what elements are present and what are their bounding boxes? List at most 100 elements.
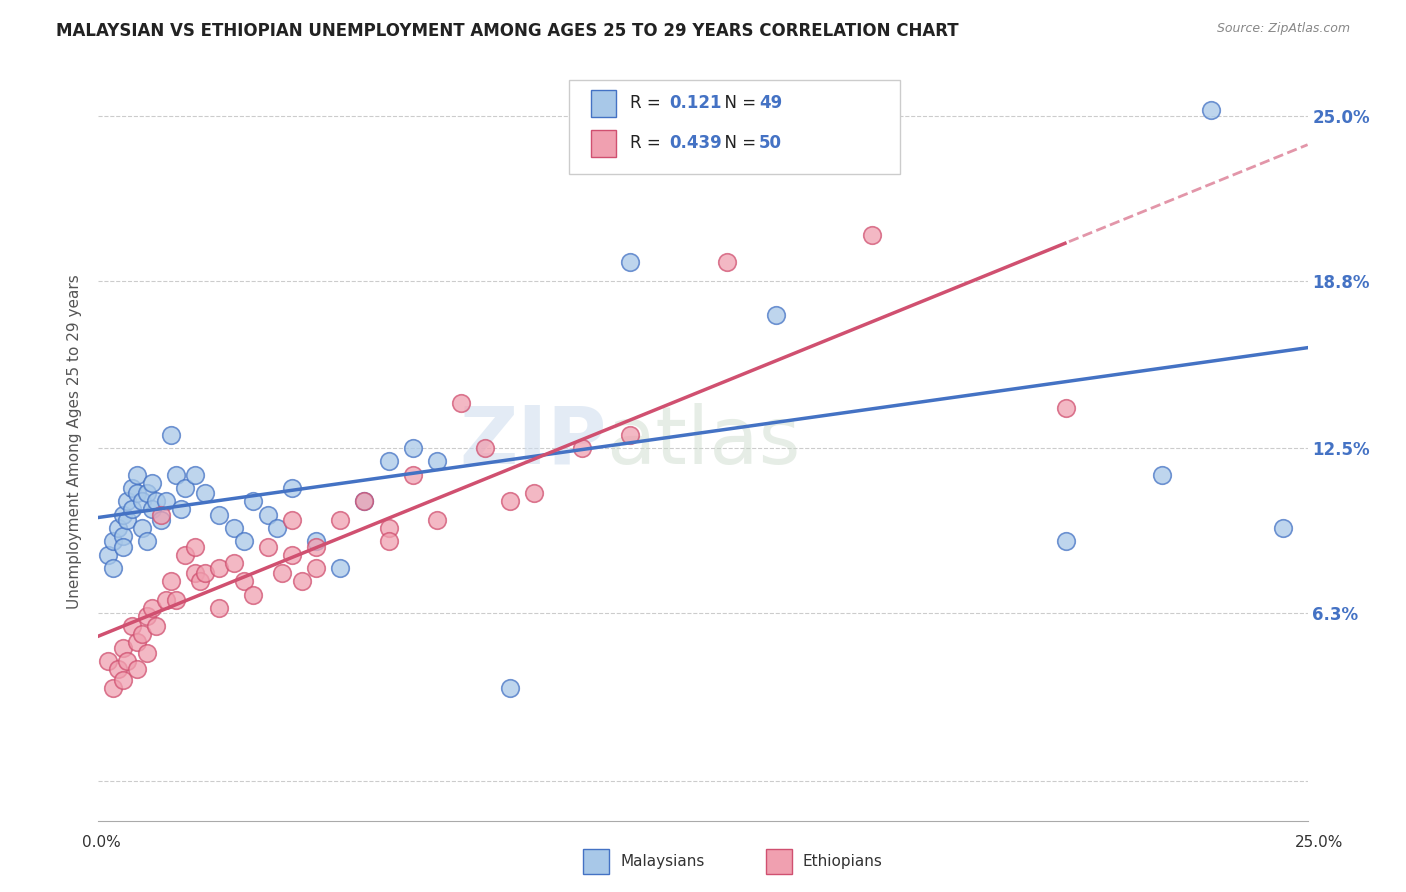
Point [121, 481, 143, 495]
Point [117, 654, 139, 668]
Text: atlas: atlas [606, 402, 800, 481]
Point [498, 494, 520, 508]
Point [150, 508, 173, 522]
Point [242, 494, 264, 508]
Point [426, 454, 449, 468]
Point [619, 255, 641, 269]
Point [271, 566, 294, 581]
Point [135, 646, 157, 660]
Point [111, 640, 134, 655]
Point [281, 548, 304, 562]
Point [232, 574, 254, 589]
Point [402, 441, 425, 455]
Point [141, 600, 163, 615]
Point [107, 521, 129, 535]
Point [107, 662, 129, 676]
Point [141, 475, 163, 490]
Point [111, 673, 134, 687]
Point [571, 441, 593, 455]
Point [194, 486, 217, 500]
Point [377, 454, 399, 468]
Point [1054, 401, 1077, 416]
Point [184, 566, 207, 581]
Text: Ethiopians: Ethiopians [803, 855, 883, 869]
Point [184, 467, 207, 482]
Point [1199, 103, 1222, 118]
Point [329, 561, 352, 575]
Text: Malaysians: Malaysians [620, 855, 704, 869]
Point [242, 587, 264, 601]
Point [1054, 534, 1077, 549]
Point [111, 529, 134, 543]
Point [377, 534, 399, 549]
Point [232, 534, 254, 549]
Point [1152, 467, 1174, 482]
Point [256, 540, 278, 554]
Point [450, 396, 472, 410]
Point [426, 513, 449, 527]
Point [184, 540, 207, 554]
Point [208, 561, 231, 575]
Point [165, 592, 187, 607]
Point [150, 513, 173, 527]
Point [101, 561, 124, 575]
Point [353, 494, 375, 508]
Point [498, 681, 520, 695]
Point [160, 574, 183, 589]
Point [281, 481, 304, 495]
Point [305, 540, 328, 554]
Point [131, 521, 153, 535]
Point [174, 481, 197, 495]
Point [329, 513, 352, 527]
Point [266, 521, 288, 535]
Point [145, 494, 167, 508]
Point [160, 428, 183, 442]
Text: N =: N = [714, 94, 762, 112]
Point [174, 548, 197, 562]
Point [121, 619, 143, 633]
Point [101, 534, 124, 549]
Text: 0.0%: 0.0% [82, 836, 121, 850]
Point [765, 308, 787, 322]
Text: 25.0%: 25.0% [1295, 836, 1343, 850]
Point [121, 502, 143, 516]
Text: Source: ZipAtlas.com: Source: ZipAtlas.com [1216, 22, 1350, 36]
Point [377, 521, 399, 535]
Point [619, 428, 641, 442]
Point [402, 467, 425, 482]
Point [117, 494, 139, 508]
Point [127, 467, 149, 482]
Point [523, 486, 546, 500]
Text: 0.121: 0.121 [669, 94, 721, 112]
Point [290, 574, 312, 589]
Point [208, 600, 231, 615]
Text: R =: R = [630, 94, 666, 112]
Text: R =: R = [630, 134, 666, 152]
Point [135, 608, 157, 623]
Point [716, 255, 738, 269]
Text: 49: 49 [759, 94, 783, 112]
Point [127, 635, 149, 649]
Point [474, 441, 496, 455]
Point [111, 540, 134, 554]
Text: 0.439: 0.439 [669, 134, 723, 152]
Point [135, 534, 157, 549]
Point [165, 467, 187, 482]
Point [155, 494, 177, 508]
Point [256, 508, 278, 522]
Point [127, 662, 149, 676]
Point [222, 521, 245, 535]
Point [97, 548, 120, 562]
Point [117, 513, 139, 527]
Point [305, 561, 328, 575]
Point [97, 654, 120, 668]
Point [169, 502, 191, 516]
Point [281, 513, 304, 527]
Point [222, 556, 245, 570]
Y-axis label: Unemployment Among Ages 25 to 29 years: Unemployment Among Ages 25 to 29 years [67, 274, 83, 609]
Point [131, 494, 153, 508]
Point [131, 627, 153, 641]
Point [135, 486, 157, 500]
Point [188, 574, 211, 589]
Point [194, 566, 217, 581]
